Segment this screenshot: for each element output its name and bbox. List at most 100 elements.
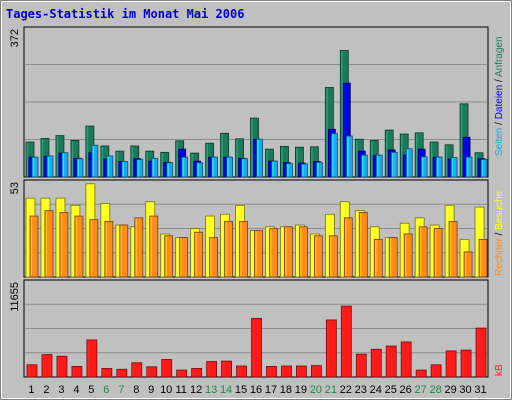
bar-rechner (74, 215, 84, 278)
bar-kb (101, 368, 113, 378)
bar-rechner (358, 212, 368, 278)
y-max-label: 53 (9, 182, 21, 194)
bar-rechner (388, 237, 398, 278)
x-tick-label: 28 (429, 384, 441, 396)
bar-kb (26, 364, 38, 378)
x-tick-label: 8 (133, 384, 139, 396)
x-tick-label: 21 (325, 384, 337, 396)
x-tick-label: 24 (370, 384, 382, 396)
x-tick-label: 4 (73, 384, 79, 396)
bar-seiten (61, 152, 69, 178)
bar-seiten (435, 156, 443, 178)
x-tick-label: 2 (43, 384, 49, 396)
bar-kb (340, 305, 352, 378)
bar-kb (460, 349, 472, 378)
bar-seiten (91, 144, 99, 178)
bar-rechner (478, 238, 488, 278)
bar-rechner (239, 221, 248, 278)
bar-seiten (360, 154, 368, 178)
x-tick-label: 12 (190, 384, 202, 396)
legend-seiten: Seiten (494, 128, 505, 156)
bar-seiten (271, 160, 278, 178)
legend-sep: / (494, 77, 505, 85)
x-tick-label: 16 (250, 384, 262, 396)
bar-seiten (76, 158, 84, 178)
bar-seiten (286, 163, 293, 178)
bar-rechner (179, 237, 189, 278)
legend-right-visits: Rechner / Besuche (494, 190, 505, 276)
x-tick-label: 30 (459, 384, 471, 396)
bar-kb (355, 353, 367, 378)
bar-seiten (330, 133, 338, 178)
x-tick-label: 7 (118, 384, 124, 396)
legend-right-hits: Seiten / Dateien / Anfragen (494, 36, 505, 156)
bar-kb (86, 339, 98, 378)
bar-kb (221, 360, 232, 378)
bar-seiten (301, 163, 308, 178)
bar-rechner (209, 237, 219, 278)
x-tick-label: 14 (220, 384, 232, 396)
outer-bevel (1, 1, 511, 399)
bar-rechner (164, 235, 174, 278)
bar-seiten (106, 155, 114, 178)
x-tick-label: 25 (385, 384, 397, 396)
x-tick-label: 6 (103, 384, 109, 396)
x-tick-label: 17 (265, 384, 277, 396)
x-tick-label: 3 (58, 384, 64, 396)
bar-rechner (284, 226, 293, 278)
bar-seiten (480, 159, 488, 178)
bar-kb (310, 365, 322, 378)
bar-kb (475, 327, 487, 378)
x-tick-label: 26 (400, 384, 412, 396)
bar-seiten (465, 156, 473, 178)
bar-seiten (31, 156, 39, 178)
bar-seiten (196, 162, 204, 178)
bar-seiten (315, 161, 323, 178)
legend-anfragen: Anfragen (494, 36, 505, 77)
x-tick-label: 9 (148, 384, 154, 396)
bar-kb (266, 366, 277, 378)
bar-seiten (405, 148, 413, 178)
x-tick-label: 18 (280, 384, 292, 396)
x-tick-label: 19 (295, 384, 307, 396)
bar-seiten (450, 157, 458, 178)
bar-rechner (433, 228, 443, 278)
bar-kb (236, 365, 247, 378)
x-tick-label: 29 (444, 384, 456, 396)
bar-rechner (313, 235, 323, 278)
bar-rechner (343, 217, 353, 278)
y-max-label: 11655 (9, 282, 21, 312)
bar-seiten (390, 151, 398, 178)
legend-besuche: Besuche (494, 190, 505, 229)
chart-title: Tages-Statistik im Monat Mai 2006 (6, 7, 244, 21)
bar-kb (385, 345, 397, 378)
bar-seiten (166, 162, 174, 178)
x-tick-label: 1 (28, 384, 34, 396)
bar-seiten (241, 158, 248, 178)
x-tick-label: 15 (235, 384, 247, 396)
bar-kb (325, 319, 337, 378)
bar-kb (370, 348, 382, 378)
bar-rechner (89, 219, 99, 278)
x-tick-label: 13 (205, 384, 217, 396)
bar-kb (161, 359, 173, 378)
bar-rechner (269, 228, 278, 278)
bar-seiten (345, 135, 353, 178)
bar-rechner (418, 226, 428, 278)
bar-seiten (46, 155, 54, 178)
x-tick-label: 23 (355, 384, 367, 396)
bar-seiten (151, 157, 159, 178)
bar-kb (176, 369, 188, 378)
bar-kb (191, 368, 203, 378)
x-tick-label: 10 (160, 384, 172, 396)
bar-kb (146, 366, 158, 378)
bar-rechner (224, 221, 233, 278)
bar-seiten (181, 156, 189, 178)
x-tick-label: 5 (88, 384, 94, 396)
bar-rechner (119, 224, 129, 278)
x-axis-labels: 1 2 3 4 5 6 7 8 9 10 11 12 13 14 15 16 17 18 19 20 21 22 23 24 2… (28, 384, 486, 396)
bar-rechner (194, 231, 204, 278)
bar-kb (71, 366, 83, 378)
